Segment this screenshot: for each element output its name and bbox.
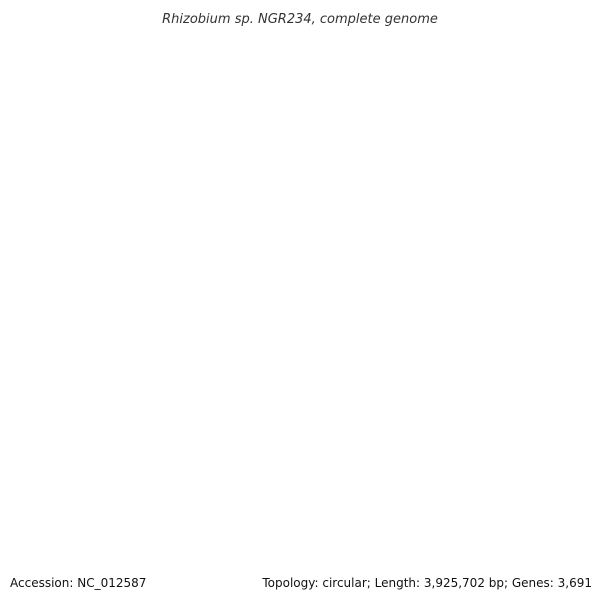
accession-text: Accession: NC_012587 — [10, 576, 147, 590]
map-title: Rhizobium sp. NGR234, complete genome — [162, 12, 438, 27]
genome-summary: Topology: circular; Length: 3,925,702 bp… — [262, 576, 592, 590]
